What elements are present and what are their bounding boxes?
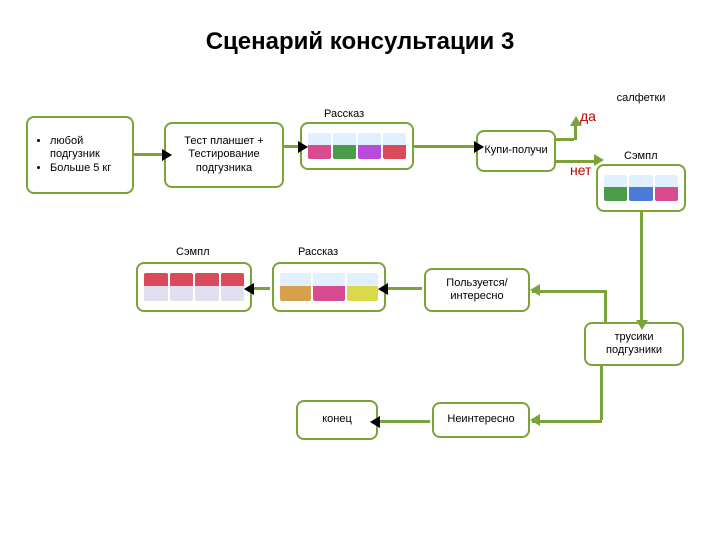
node-end: конец — [296, 400, 378, 440]
node-notinterest: Неинтересно — [432, 402, 530, 438]
arrow-start-test — [134, 153, 162, 156]
node-sample2-image — [136, 262, 252, 312]
arrow-notinterest-end — [380, 420, 430, 423]
edge-label-no: нет — [570, 162, 591, 178]
label-story2: Рассказ — [298, 246, 338, 258]
node-start: любой подгузникБольше 5 кг — [26, 116, 134, 194]
arrow-interest-story2 — [388, 287, 422, 290]
arrow-story1-buy — [414, 145, 474, 148]
arrow-story2-sample2 — [254, 287, 270, 290]
node-buy: Купи-получи — [476, 130, 556, 172]
start-bullet: любой подгузник — [50, 135, 128, 161]
node-test: Тест планшет + Тестирование подгузника — [164, 122, 284, 188]
node-story1-image — [300, 122, 414, 170]
node-pants: трусики подгузники — [584, 322, 684, 366]
arrow-test-story1 — [284, 145, 298, 148]
diagram-title: Сценарий консультации 3 — [0, 28, 720, 56]
edge-label-yes: да — [580, 108, 596, 124]
node-wipes: салфетки — [604, 92, 678, 122]
node-story2-image — [272, 262, 386, 312]
node-interest: Пользуется/ интересно — [424, 268, 530, 312]
label-story1: Рассказ — [324, 108, 364, 120]
label-sample2: Сэмпл — [176, 246, 210, 258]
node-sample1-image — [596, 164, 686, 212]
start-bullet: Больше 5 кг — [50, 162, 128, 175]
label-sample1: Сэмпл — [624, 150, 658, 162]
